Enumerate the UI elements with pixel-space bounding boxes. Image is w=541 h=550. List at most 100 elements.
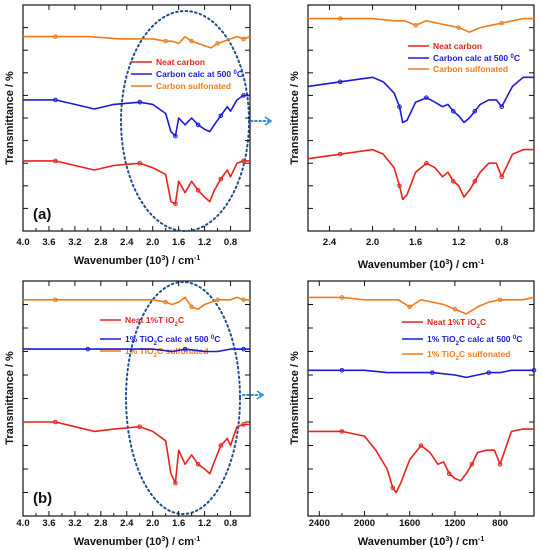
series-point	[173, 201, 178, 207]
series-point	[424, 95, 429, 100]
series-point	[339, 295, 345, 300]
x-tick-label: 4.0	[16, 237, 29, 248]
series-line-2	[308, 17, 534, 33]
series-line-0	[23, 421, 250, 484]
legend-label-sulf: Carbon sulfonated	[433, 64, 508, 74]
x-tick-label: 2400	[309, 518, 330, 529]
series-point	[450, 178, 456, 184]
series-point	[456, 25, 461, 30]
legend-label-neat: Neat carbon	[433, 41, 482, 51]
x-tick-label: 2.4	[323, 237, 337, 248]
series-point	[469, 462, 475, 467]
series-line-0	[23, 160, 250, 205]
x-tick-label: 4.0	[16, 518, 29, 529]
series-line-1	[308, 369, 534, 379]
ylabel-a: Transmittance / %	[4, 71, 16, 165]
xlabel-a-zoom: Wavenumber (103) / cm-1	[358, 259, 485, 271]
panel-b-zoom-frame	[307, 280, 535, 517]
series-point	[173, 133, 178, 139]
series-point	[407, 304, 413, 310]
series-point	[163, 299, 168, 305]
highlight-ellipse-a	[120, 10, 250, 232]
series-point	[497, 297, 503, 303]
series-point	[424, 160, 429, 166]
series-point	[85, 346, 91, 352]
series-line-0	[308, 428, 534, 494]
x-tick-label: 0.8	[224, 237, 237, 248]
zoom-arrow-a	[250, 116, 273, 126]
series-point	[450, 108, 456, 114]
series-point	[53, 97, 58, 103]
ylabel-b: Transmittance / %	[4, 351, 16, 445]
x-tick-label: 2.8	[94, 237, 107, 248]
series-line-2	[23, 35, 251, 49]
series-point	[195, 462, 201, 467]
series-point	[472, 178, 478, 184]
highlight-ellipse-b	[125, 281, 241, 515]
series-point	[241, 422, 246, 427]
series-point	[446, 471, 452, 477]
series-point	[189, 304, 194, 310]
series-point	[241, 346, 246, 352]
series-point	[137, 424, 143, 430]
series-point	[53, 297, 58, 303]
series-point	[53, 158, 58, 164]
ylabel-a-zoom: Transmittance / %	[289, 71, 301, 165]
xlabel-b-zoom: Wavenumber (103) / cm-1	[358, 536, 485, 548]
zoom-arrow-b	[242, 390, 265, 400]
x-tick-label: 1.2	[452, 237, 465, 248]
series-point	[215, 41, 220, 46]
series-point	[241, 158, 246, 164]
x-tick-label: 2.4	[120, 237, 134, 248]
series-point	[241, 93, 246, 98]
series-point	[418, 443, 424, 448]
legend-label-neat: Neat carbon	[156, 57, 205, 67]
legend-label-calc: Carbon calc at 500 0C	[156, 69, 243, 79]
legend-b: Neat 1%T iO2C 1% TiO2C calc at 500 0C 1%…	[100, 315, 220, 359]
series-point	[499, 20, 505, 26]
series-point	[215, 297, 220, 303]
series-point	[337, 151, 343, 157]
x-tick-label: 3.2	[68, 518, 81, 529]
legend-label-sulf: 1% TiO2C sulfonated	[125, 346, 209, 359]
series-point	[182, 346, 188, 352]
panel-letter-b: (b)	[33, 490, 52, 507]
panel-letter-a: (a)	[33, 206, 51, 223]
x-tick-label: 1.6	[172, 237, 185, 248]
x-tick-label: 1.6	[409, 237, 422, 248]
x-tick-label: 1.2	[198, 518, 211, 529]
legend-label-sulf: 1% TiO2C sulfonated	[427, 349, 511, 362]
legend-a: Neat carbon Carbon calc at 500 0C Carbon…	[131, 57, 243, 91]
x-tick-label: 3.6	[42, 518, 55, 529]
series-point	[53, 419, 58, 425]
series-point	[499, 104, 505, 109]
series-line-1	[23, 94, 250, 137]
series-point	[163, 38, 168, 44]
series-point	[397, 104, 402, 109]
series-point	[339, 368, 345, 373]
series-point	[497, 462, 503, 467]
legend-label-calc: Carbon calc at 500 0C	[433, 53, 520, 63]
x-tick-label: 2.0	[146, 518, 159, 529]
x-tick-label: 2.0	[366, 237, 379, 248]
series-point	[218, 176, 224, 182]
xlabel-a: Wavenumber (103) / cm-1	[74, 255, 201, 267]
series-point	[337, 79, 343, 85]
series-point	[195, 122, 201, 128]
ylabel-b-zoom: Transmittance / %	[289, 351, 301, 445]
series-point	[413, 23, 418, 28]
series-point	[137, 99, 143, 105]
series-point	[339, 429, 345, 434]
series-point	[241, 297, 246, 303]
series-point	[195, 188, 201, 193]
legend-b-zoom: Neat 1%T iO2C 1% TiO2C calc at 500 0C 1%…	[402, 317, 522, 362]
legend-label-neat: Neat 1%T iO2C	[427, 317, 486, 330]
x-tick-label: 800	[492, 518, 508, 529]
series-point	[53, 34, 58, 39]
x-tick-label: 2.0	[146, 237, 159, 248]
x-tick-label: 1200	[444, 518, 465, 529]
x-tick-label: 2.4	[120, 518, 134, 529]
legend-a-zoom: Neat carbon Carbon calc at 500 0C Carbon…	[408, 41, 520, 74]
series-point	[218, 443, 224, 448]
